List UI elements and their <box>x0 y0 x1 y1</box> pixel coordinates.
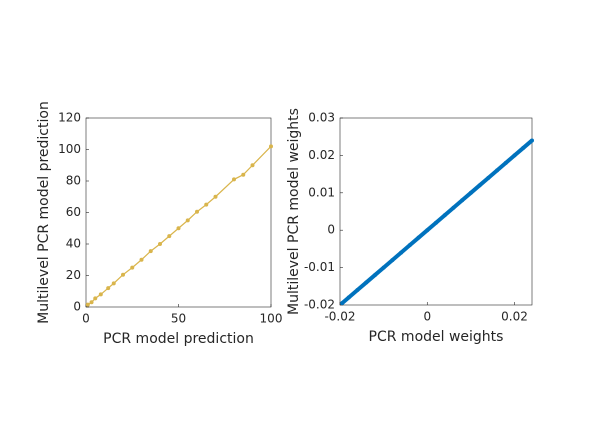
y-tick-label: 0 <box>327 223 335 237</box>
point <box>85 302 90 307</box>
series-line <box>87 145 272 306</box>
point <box>495 168 500 173</box>
x-tick-label: 50 <box>171 312 186 326</box>
y-tick-label: 120 <box>58 111 81 125</box>
y-tick-label: 0.01 <box>308 185 335 199</box>
y-tick-label: 0 <box>73 300 81 314</box>
point <box>521 145 526 150</box>
point <box>372 273 377 278</box>
point <box>167 234 172 239</box>
point <box>390 258 395 263</box>
point <box>250 163 255 168</box>
point <box>512 153 517 158</box>
y-tick-label: -0.02 <box>304 298 335 312</box>
point <box>346 295 351 300</box>
point <box>185 218 190 223</box>
point <box>451 205 456 210</box>
point <box>195 209 199 214</box>
point <box>241 172 246 177</box>
point <box>460 198 465 203</box>
x-tick-label: 0 <box>82 312 90 326</box>
point <box>176 226 181 231</box>
point <box>158 242 162 246</box>
y-tick-label: 20 <box>66 268 81 282</box>
point <box>213 194 218 199</box>
point <box>232 177 236 182</box>
x-tick-label: 0.02 <box>501 310 528 324</box>
point <box>93 296 98 301</box>
point <box>130 265 135 270</box>
y-tick-label: 0.02 <box>308 148 335 162</box>
point <box>269 144 273 149</box>
y-tick-label: 80 <box>66 174 81 188</box>
point <box>364 280 369 285</box>
point <box>468 190 473 195</box>
point <box>98 292 103 297</box>
y-tick-label: -0.01 <box>304 260 335 274</box>
axes-box <box>85 117 272 308</box>
x-tick-label: -0.02 <box>324 310 355 324</box>
y-axis-label: Multilevel PCR model weights <box>286 108 302 315</box>
point <box>442 213 447 218</box>
y-tick-label: 40 <box>66 237 81 251</box>
point <box>381 265 386 270</box>
point <box>355 288 360 293</box>
x-tick-label: 100 <box>260 312 283 326</box>
point <box>340 301 345 306</box>
point <box>503 160 508 165</box>
point <box>139 257 144 262</box>
x-tick-label: 0 <box>423 310 431 324</box>
point <box>148 249 153 254</box>
point <box>407 243 412 248</box>
point <box>121 272 125 277</box>
point <box>106 286 111 291</box>
point <box>477 183 482 188</box>
point <box>486 175 491 180</box>
y-tick-label: 100 <box>58 142 81 156</box>
y-axis-label: Multilevel PCR model prediction <box>36 101 52 324</box>
y-tick-label: 60 <box>66 205 81 219</box>
point <box>425 228 430 233</box>
y-tick-label: 0.03 <box>308 111 335 125</box>
point <box>416 235 421 240</box>
axes-box <box>339 117 533 306</box>
point <box>89 300 94 305</box>
x-axis-label: PCR model weights <box>369 329 504 345</box>
point <box>111 281 116 286</box>
point <box>434 220 438 225</box>
point <box>399 250 404 255</box>
x-axis-label: PCR model prediction <box>103 331 254 347</box>
point <box>204 202 209 207</box>
point <box>530 138 534 143</box>
